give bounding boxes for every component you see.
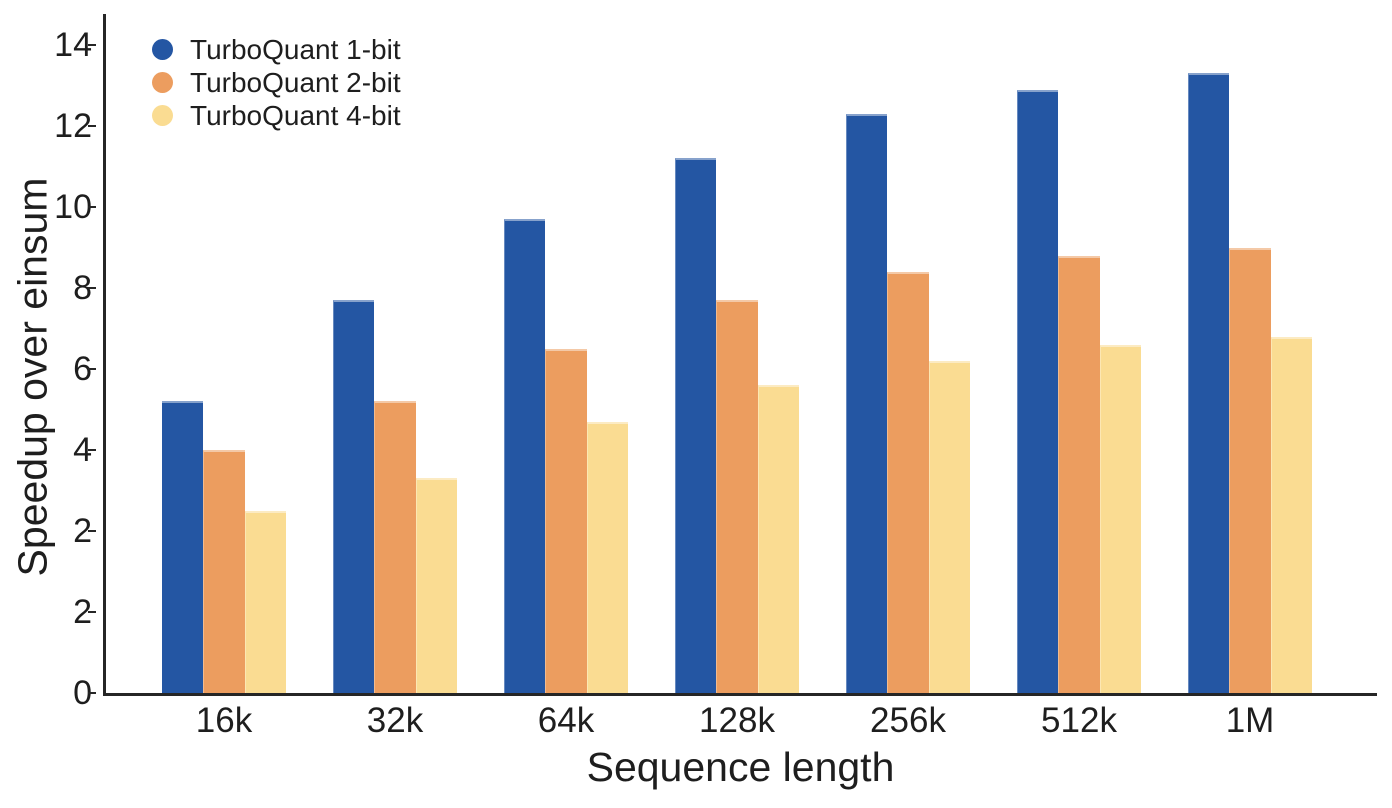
legend-label: TurboQuant 4-bit: [190, 99, 401, 131]
bar-turboquant-1-bit-32k: [332, 300, 375, 693]
bar-turboquant-2-bit-64k: [545, 348, 587, 693]
x-tick-label-1m: 1M: [1225, 701, 1275, 740]
bar-turboquant-2-bit-16k: [203, 450, 245, 693]
y-tick-label-5: 8: [73, 269, 92, 307]
bar-turboquant-4-bit-64k: [586, 421, 629, 693]
x-axis-line: [103, 693, 1377, 696]
y-tick-mark-2: [88, 529, 96, 533]
y-tick-mark-1: [88, 610, 96, 614]
bar-turboquant-2-bit-128k: [716, 300, 758, 693]
y-tick-mark-0: [88, 691, 96, 695]
bar-turboquant-1-bit-128k: [674, 158, 717, 693]
y-tick-label-2: 2: [73, 512, 92, 550]
bar-turboquant-4-bit-128k: [757, 385, 800, 693]
x-tick-label-16k: 16k: [195, 701, 253, 740]
legend-label: TurboQuant 1-bit: [190, 33, 401, 65]
bar-turboquant-2-bit-256k: [887, 271, 929, 693]
y-axis-line: [103, 14, 106, 695]
x-tick-label-512k: 512k: [1041, 701, 1117, 740]
bar-turboquant-1-bit-1m: [1187, 73, 1230, 693]
bar-turboquant-1-bit-256k: [845, 113, 888, 693]
bar-turboquant-1-bit-64k: [503, 219, 546, 693]
bar-turboquant-4-bit-1m: [1270, 336, 1313, 693]
y-tick-label-0: 0: [73, 674, 92, 712]
legend-item-turboquant-4-bit: TurboQuant 4-bit: [152, 99, 401, 132]
bar-turboquant-2-bit-512k: [1058, 255, 1100, 693]
x-tick-label-128k: 128k: [699, 701, 775, 740]
y-tick-label-3: 4: [73, 431, 92, 469]
legend-label: TurboQuant 2-bit: [190, 66, 401, 98]
legend: TurboQuant 1-bit TurboQuant 2-bit TurboQua…: [152, 33, 401, 132]
y-tick-mark-3: [88, 448, 96, 452]
bar-turboquant-4-bit-512k: [1099, 344, 1142, 693]
y-tick-mark-4: [88, 367, 96, 371]
legend-swatch-icon: [152, 39, 173, 60]
x-axis-title: Sequence length: [586, 744, 895, 790]
y-tick-label-8: 14: [54, 26, 92, 64]
x-tick-label-32k: 32k: [366, 701, 424, 740]
y-tick-mark-7: [88, 124, 96, 128]
legend-item-turboquant-2-bit: TurboQuant 2-bit: [152, 66, 401, 99]
bar-turboquant-1-bit-16k: [161, 401, 204, 693]
bar-turboquant-4-bit-256k: [928, 360, 971, 693]
bar-turboquant-1-bit-512k: [1016, 89, 1059, 693]
bar-turboquant-4-bit-16k: [244, 510, 287, 693]
y-tick-label-1: 2: [73, 593, 92, 631]
bar-turboquant-2-bit-32k: [374, 401, 416, 693]
y-tick-mark-5: [88, 286, 96, 290]
bar-turboquant-4-bit-32k: [415, 478, 458, 693]
y-tick-mark-6: [88, 205, 96, 209]
x-tick-label-64k: 64k: [537, 701, 595, 740]
x-tick-label-256k: 256k: [870, 701, 946, 740]
bar-turboquant-2-bit-1m: [1229, 247, 1271, 693]
y-tick-label-7: 12: [54, 107, 92, 145]
legend-item-turboquant-1-bit: TurboQuant 1-bit: [152, 33, 401, 66]
y-tick-label-4: 6: [73, 350, 92, 388]
y-tick-label-6: 10: [54, 188, 92, 226]
y-tick-mark-8: [88, 43, 96, 47]
legend-swatch-icon: [152, 105, 173, 126]
legend-swatch-icon: [152, 72, 173, 93]
